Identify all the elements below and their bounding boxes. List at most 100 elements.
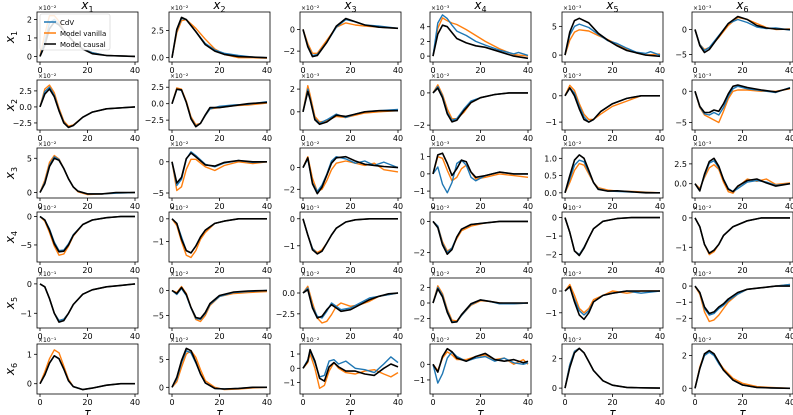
x-tick-label: 0 [562,202,567,211]
causal-line [39,88,136,129]
y-tick-label: 0 [420,299,425,308]
y-tick-label: −2.5 [13,119,32,128]
y-tick-label: −5 [675,51,687,60]
y-tick-label: 2.5 [19,87,32,96]
x-tick-label: 20 [345,202,355,211]
x-tick-label: 0 [37,332,42,341]
axes-frame [168,277,271,329]
y-scale-label: ×10⁻¹ [38,271,57,278]
y-scale-label: ×10⁻² [301,5,320,12]
cdv-line [432,351,529,384]
causal-line [564,216,660,257]
y-scale-label: ×10⁻² [170,141,189,148]
causal-line [564,154,660,194]
y-scale-label: ×10⁻² [431,337,450,344]
vanilla-line [432,155,529,182]
row-label: x2 [3,99,19,112]
y-tick-label: 0 [159,287,164,296]
x-tick-label: 20 [607,398,617,407]
y-tick-label: 0.0 [19,103,32,112]
x-tick-label: 0 [37,202,42,211]
causal-line [302,348,399,382]
x-tick-label: 0 [37,398,42,407]
vanilla-line [432,17,529,57]
row-label-text: x2 [3,99,19,112]
causal-line [564,285,660,321]
column-title-text: x4 [473,0,486,14]
y-scale-label: ×10⁻³ [693,141,712,148]
causal-line [302,17,399,58]
axes-frame [36,343,139,395]
y-tick-label: −1 [20,309,32,318]
legend-label: CdV [60,19,74,27]
y-scale-label: ×10⁻² [170,5,189,12]
y-scale-label: ×10⁻² [431,271,450,278]
column-title: x3 [343,0,356,14]
panel-r5c4: 0 20 40 −2 0 2 ×10⁻² [413,271,533,341]
panel-r6c4: 0 20 40 −1 0 ×10⁻² [413,337,533,407]
y-tick-label: −1 [675,298,687,307]
x-tick-label: 0 [692,266,697,275]
y-scale-label: ×10⁻² [301,337,320,344]
x-tick-label: 40 [655,134,665,143]
x-tick-label: 40 [785,332,793,341]
y-tick-label: 2 [290,85,295,94]
x-tick-label: 20 [607,66,617,75]
panel-r6c1: 0 20 40 0 1 ×10⁻¹ [27,337,140,407]
causal-line [302,155,399,195]
y-tick-label: 0 [159,215,164,224]
cdv-line [694,283,791,316]
vanilla-line [171,158,268,192]
x-tick-label: 0 [300,332,305,341]
y-tick-label: 0 [420,170,425,179]
row-label-text: x5 [3,297,19,310]
x-axis-label: τ [609,406,616,415]
y-tick-label: 0 [420,89,425,98]
legend-label: Model vanilla [60,30,106,38]
causal-line [302,288,399,319]
y-tick-label: 1.0 [544,154,557,163]
causal-line [171,218,267,254]
y-scale-label: ×10⁻² [563,271,582,278]
x-tick-label: 40 [785,66,793,75]
x-tick-label: 0 [169,66,174,75]
y-scale-label: ×10⁻² [693,205,712,212]
cdv-line [39,156,136,195]
y-scale-label: ×10⁻³ [693,73,712,80]
y-tick-label: 1 [420,153,425,162]
x-tick-label: 40 [655,332,665,341]
y-tick-label: 5 [159,356,164,365]
vanilla-line [694,88,791,124]
x-tick-label: 20 [475,202,485,211]
x-tick-label: 40 [393,134,403,143]
axes-frame [561,343,664,395]
column-title-text: x5 [605,0,618,14]
vanilla-line [39,154,136,196]
y-scale-label: ×10⁻³ [431,141,450,148]
x-tick-label: 20 [82,134,92,143]
y-scale-label: ×10⁻² [170,205,189,212]
row-label-text: x4 [3,231,19,244]
panel-r4c3: 0 20 40−10×10⁻¹ [283,205,403,275]
panel-r4c1: 0 20 40−50×10⁻² [20,205,140,275]
x-tick-label: 40 [130,398,140,407]
panel-r5c1: 0 20 40−10×10⁻¹ [20,271,140,341]
vanilla-line [171,285,268,323]
y-tick-label: 1 [27,350,32,359]
cdv-line [302,18,399,57]
cdv-line [432,286,529,323]
x-tick-label: 40 [785,134,793,143]
x-tick-label: 20 [214,202,224,211]
y-tick-label: 0 [552,92,557,101]
y-tick-label: −2.5 [276,310,295,319]
row-label: x6 [3,363,19,376]
panel-r3c5: 0 20 40 0.0 0.5 1.0 ×10⁻² [544,141,665,211]
causal-line [694,15,791,54]
causal-line [171,286,268,320]
axes-frame [36,79,139,131]
column-title: x1 [80,0,93,14]
axes-frame [691,211,793,263]
x-tick-label: 20 [737,134,747,143]
y-tick-label: 0 [159,158,164,167]
causal-line [39,157,135,195]
